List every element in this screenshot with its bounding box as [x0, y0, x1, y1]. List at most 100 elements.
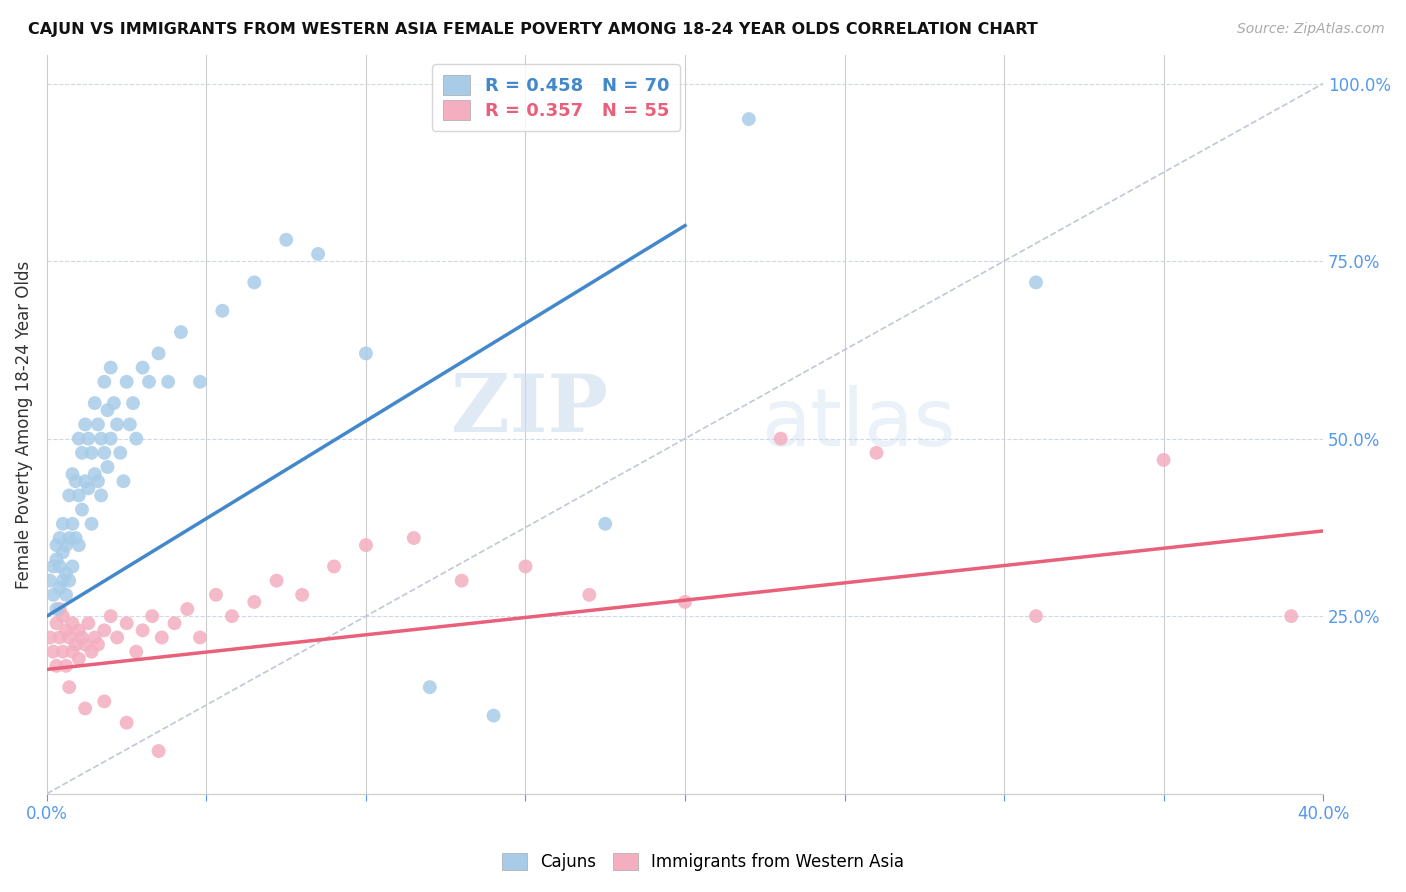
Point [45, 658, 67, 673]
Point [67, 538, 90, 552]
Point [482, 708, 505, 723]
Point [75, 701, 97, 715]
Legend: R = 0.458   N = 70, R = 0.357   N = 55: R = 0.458 N = 70, R = 0.357 N = 55 [433, 64, 681, 131]
Point [52, 545, 75, 559]
Point [125, 645, 148, 659]
Point [55, 588, 77, 602]
Point [138, 375, 160, 389]
Point [52, 574, 75, 588]
Point [266, 574, 288, 588]
Point [45, 616, 67, 631]
Point [62, 616, 84, 631]
Point [105, 417, 128, 432]
Point [243, 276, 266, 290]
Point [96, 403, 118, 417]
Point [865, 446, 887, 460]
Point [131, 360, 153, 375]
Point [55, 658, 77, 673]
Point [52, 609, 75, 624]
Point [75, 474, 97, 488]
Point [65, 638, 87, 652]
Point [58, 574, 80, 588]
Point [323, 559, 346, 574]
Point [39, 574, 62, 588]
Point [62, 645, 84, 659]
Point [67, 488, 90, 502]
Point [115, 715, 138, 730]
Point [80, 446, 103, 460]
Point [87, 638, 110, 652]
Point [163, 616, 186, 631]
Point [131, 624, 153, 638]
Point [100, 609, 122, 624]
Point [83, 467, 105, 482]
Point [170, 325, 193, 339]
Point [276, 233, 298, 247]
Point [115, 375, 138, 389]
Point [39, 631, 62, 645]
Point [243, 595, 266, 609]
Point [62, 516, 84, 531]
Point [55, 538, 77, 552]
Point [48, 581, 70, 595]
Point [110, 446, 132, 460]
Point [52, 645, 75, 659]
Point [77, 616, 100, 631]
Point [67, 624, 90, 638]
Point [100, 432, 122, 446]
Point [450, 574, 472, 588]
Point [77, 432, 100, 446]
Point [1279, 609, 1302, 624]
Point [80, 645, 103, 659]
Point [769, 432, 792, 446]
Point [80, 516, 103, 531]
Point [45, 602, 67, 616]
Point [58, 488, 80, 502]
Point [354, 346, 377, 360]
Point [402, 531, 425, 545]
Point [578, 588, 600, 602]
Point [148, 346, 170, 360]
Point [58, 631, 80, 645]
Point [112, 474, 135, 488]
Point [65, 531, 87, 545]
Point [62, 559, 84, 574]
Text: atlas: atlas [762, 385, 956, 464]
Point [55, 566, 77, 581]
Point [1025, 609, 1047, 624]
Point [673, 595, 696, 609]
Point [515, 559, 537, 574]
Point [75, 417, 97, 432]
Point [148, 744, 170, 758]
Point [58, 531, 80, 545]
Point [58, 680, 80, 694]
Point [105, 631, 128, 645]
Point [55, 624, 77, 638]
Point [67, 652, 90, 666]
Point [103, 396, 125, 410]
Point [77, 481, 100, 495]
Point [67, 432, 90, 446]
Point [419, 680, 441, 694]
Point [42, 559, 65, 574]
Point [205, 588, 228, 602]
Point [65, 474, 87, 488]
Point [83, 631, 105, 645]
Point [354, 538, 377, 552]
Text: Source: ZipAtlas.com: Source: ZipAtlas.com [1237, 22, 1385, 37]
Point [1153, 453, 1175, 467]
Point [100, 360, 122, 375]
Text: CAJUN VS IMMIGRANTS FROM WESTERN ASIA FEMALE POVERTY AMONG 18-24 YEAR OLDS CORRE: CAJUN VS IMMIGRANTS FROM WESTERN ASIA FE… [28, 22, 1038, 37]
Point [221, 609, 243, 624]
Point [115, 616, 138, 631]
Point [211, 303, 233, 318]
Point [188, 375, 211, 389]
Y-axis label: Female Poverty Among 18-24 Year Olds: Female Poverty Among 18-24 Year Olds [15, 260, 32, 589]
Point [96, 460, 118, 475]
Point [52, 516, 75, 531]
Point [70, 631, 93, 645]
Point [738, 112, 761, 126]
Point [48, 631, 70, 645]
Point [90, 432, 112, 446]
Point [90, 488, 112, 502]
